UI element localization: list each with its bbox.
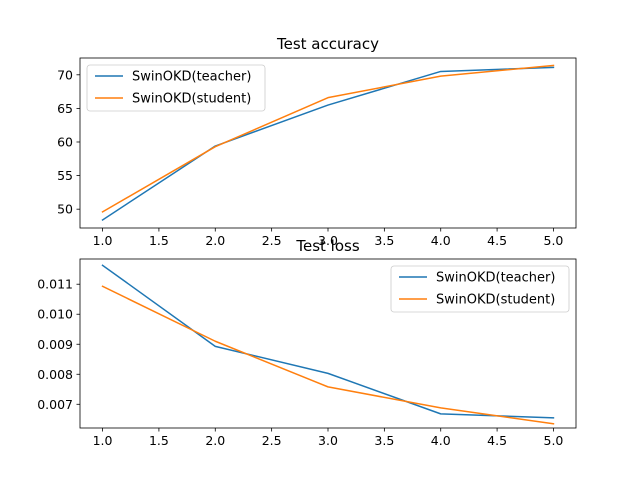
- series-line-teacher: [101, 66, 555, 221]
- y-tick-label: 60: [57, 134, 73, 149]
- y-tick-label: 0.010: [37, 307, 73, 322]
- x-tick-label: 2.0: [205, 233, 225, 248]
- chart-title: Test accuracy: [276, 35, 379, 53]
- y-tick-label: 70: [57, 67, 73, 82]
- x-tick-label: 4.5: [487, 433, 507, 448]
- x-tick-label: 3.0: [318, 433, 338, 448]
- series-line-teacher: [101, 264, 555, 419]
- y-tick-label: 0.011: [37, 277, 73, 292]
- y-tick-label: 65: [57, 101, 73, 116]
- x-tick-label: 5.0: [544, 233, 564, 248]
- plot-area: [101, 264, 555, 425]
- axes-frame: [79, 258, 577, 429]
- chart-test-accuracy: Test accuracy 1.0 1.5 2.0 2.5 3.0 3.5 4.0 4.5 5.…: [57, 35, 577, 248]
- legend-box: [390, 265, 570, 313]
- x-tick-label: 5.0: [544, 433, 564, 448]
- x-tick-label: 1.5: [149, 233, 169, 248]
- series-line-student: [101, 285, 555, 425]
- x-axis-ticks: 1.0 1.5 2.0 2.5 3.0 3.5 4.0 4.5 5.0: [93, 228, 564, 248]
- x-tick-label: 1.0: [93, 433, 113, 448]
- series-line-student: [101, 64, 555, 213]
- legend-label-student: SwinOKD(student): [436, 293, 555, 308]
- x-tick-label: 1.5: [149, 433, 169, 448]
- x-tick-label: 1.0: [93, 233, 113, 248]
- x-tick-label: 4.5: [487, 233, 507, 248]
- x-tick-label: 3.5: [374, 233, 394, 248]
- x-tick-label: 4.0: [431, 233, 451, 248]
- chart-title: Test loss: [295, 237, 359, 255]
- y-axis-ticks: 50 55 60 65 70: [57, 67, 80, 217]
- plot-area: [101, 64, 555, 221]
- chart-test-loss: 1.0 1.5 2.0 2.5 3.0 3.5 4.0 4.5 5.0 0.0070.0080.…: [37, 237, 577, 448]
- x-tick-label: 2.0: [205, 433, 225, 448]
- legend: SwinOKD(teacher) SwinOKD(student): [390, 265, 570, 313]
- legend-label-teacher: SwinOKD(teacher): [132, 70, 251, 85]
- legend-box: [86, 64, 266, 112]
- legend-label-student: SwinOKD(student): [132, 92, 251, 107]
- x-tick-label: 2.5: [262, 233, 282, 248]
- legend-label-teacher: SwinOKD(teacher): [436, 271, 555, 286]
- y-tick-label: 0.009: [37, 337, 73, 352]
- x-axis-ticks: 1.0 1.5 2.0 2.5 3.0 3.5 4.0 4.5 5.0: [93, 428, 564, 448]
- x-tick-label: 4.0: [431, 433, 451, 448]
- y-axis-ticks: 0.007 0.008 0.009 0.010 0.011: [37, 277, 80, 412]
- y-tick-label: 55: [57, 168, 73, 183]
- x-tick-label: 3.5: [374, 433, 394, 448]
- x-tick-label: 3.0: [318, 233, 338, 248]
- legend: SwinOKD(teacher) SwinOKD(student): [86, 64, 266, 112]
- y-tick-label: 0.007: [37, 397, 73, 412]
- axes-frame: [79, 57, 577, 229]
- x-tick-label: 2.5: [262, 433, 282, 448]
- y-tick-label: 0.008: [37, 367, 73, 382]
- y-tick-label: 50: [57, 202, 73, 217]
